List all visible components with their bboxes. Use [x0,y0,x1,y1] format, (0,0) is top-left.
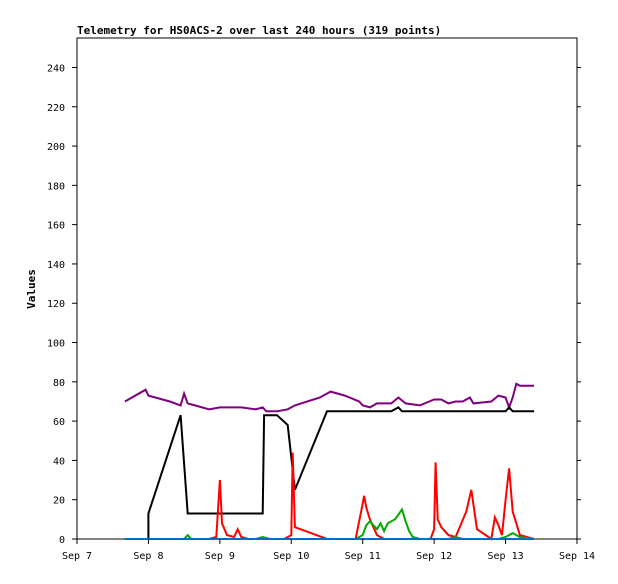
x-tick-label: Sep 14 [559,551,595,562]
y-tick-label: 100 [47,339,65,350]
series-layer [124,382,535,541]
y-tick-label: 0 [59,535,65,546]
y-axis-label: Values [25,269,38,309]
series-line-1 [124,405,535,540]
chart-title: Telemetry for HS0ACS-2 over last 240 hou… [77,24,441,37]
series-line-2 [208,452,535,541]
x-tick-label: Sep 8 [133,551,163,562]
x-tick-label: Sep 13 [488,551,524,562]
y-tick-label: 220 [47,103,65,114]
y-tick-label: 240 [47,63,65,74]
y-tick-label: 20 [53,496,65,507]
x-tick-label: Sep 11 [345,551,381,562]
y-tick-label: 180 [47,181,65,192]
series-line-0 [124,382,535,413]
x-tick-label: Sep 9 [205,551,235,562]
y-tick-label: 160 [47,221,65,232]
x-axis: Sep 7 Sep 8 Sep 9 Sep 10 Sep 11 Sep 12 Sep 13 S… [62,539,595,562]
x-tick-label: Sep 12 [416,551,452,562]
x-tick-label: Sep 7 [62,551,92,562]
y-tick-label: 60 [53,417,65,428]
y-tick-label: 80 [53,378,65,389]
y-tick-label: 40 [53,456,65,467]
y-tick-label: 200 [47,142,65,153]
y-tick-label: 140 [47,260,65,271]
y-axis: 0 20 40 60 80 100 120 140 160 180 200 220 240 [47,63,581,546]
x-tick-label: Sep 10 [273,551,309,562]
y-tick-label: 120 [47,299,65,310]
